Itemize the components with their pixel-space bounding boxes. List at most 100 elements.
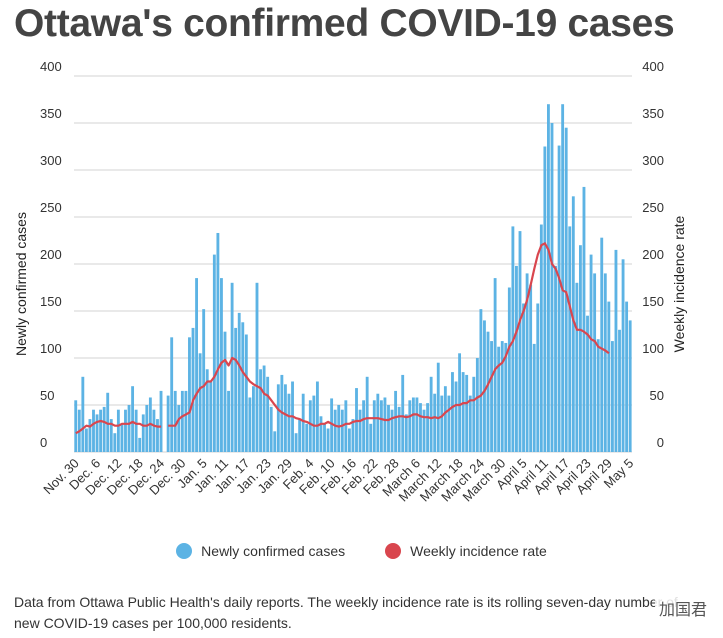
bar	[554, 265, 557, 452]
bar	[383, 397, 387, 452]
bar	[571, 196, 575, 452]
bar	[227, 390, 230, 452]
bar	[216, 232, 220, 452]
bar	[212, 254, 216, 452]
bar	[319, 416, 323, 452]
bar	[379, 400, 383, 452]
legend-item-cases[interactable]: Newly confirmed cases	[176, 543, 345, 559]
bar	[610, 341, 614, 452]
bar	[344, 400, 348, 452]
bar	[81, 376, 85, 452]
rate-line	[75, 242, 610, 435]
bar	[621, 259, 625, 452]
bar	[326, 428, 330, 452]
bar	[596, 339, 600, 452]
bar	[166, 395, 170, 452]
bar	[308, 400, 312, 452]
bar	[134, 409, 138, 452]
y2-tick-label: 350	[642, 106, 664, 121]
bar	[518, 231, 522, 452]
bar	[600, 237, 604, 452]
y2-tick-label: 50	[650, 388, 664, 403]
bar	[333, 409, 337, 452]
bar	[440, 395, 444, 452]
bar	[255, 282, 259, 452]
bar	[95, 414, 99, 452]
bar	[564, 127, 568, 452]
bar	[628, 320, 632, 452]
bar	[550, 123, 554, 452]
bar	[419, 403, 422, 452]
bar	[241, 322, 245, 452]
bar	[515, 265, 518, 452]
bar	[145, 405, 149, 452]
bar	[266, 376, 270, 452]
bar	[191, 327, 195, 452]
bar	[337, 405, 341, 452]
bar	[230, 282, 234, 452]
bar	[522, 303, 525, 452]
bar	[493, 278, 497, 452]
bar	[315, 381, 319, 452]
bar	[486, 331, 490, 452]
y2-tick-label: 250	[642, 200, 664, 215]
bar	[593, 273, 597, 452]
bar	[461, 372, 465, 452]
y-axis-label: Newly confirmed cases	[13, 212, 29, 356]
bar	[198, 353, 202, 452]
bar	[543, 146, 547, 452]
bar	[205, 369, 209, 452]
bar	[443, 386, 447, 452]
legend-label-rate: Weekly incidence rate	[410, 543, 547, 559]
bar	[330, 398, 334, 452]
bar	[177, 405, 181, 452]
bar	[180, 390, 184, 452]
chart: 0 0 50 50 100 100 150 150 200 200 250 250 300 300 350 3…	[13, 59, 687, 504]
bar	[248, 397, 252, 452]
bar	[223, 331, 227, 452]
bar	[408, 400, 412, 452]
bar	[433, 393, 437, 452]
bar	[561, 104, 565, 452]
y2-tick-label: 0	[657, 435, 664, 450]
bar	[607, 301, 611, 452]
rate-swatch-icon	[385, 543, 402, 559]
bar	[458, 353, 462, 452]
bar	[475, 358, 479, 452]
bar	[88, 419, 92, 452]
bar	[195, 278, 198, 452]
bar	[586, 315, 589, 452]
bar	[532, 343, 536, 452]
bar	[259, 369, 262, 452]
legend-item-rate[interactable]: Weekly incidence rate	[385, 543, 547, 559]
bar	[287, 393, 291, 452]
bar	[209, 381, 213, 452]
bar	[507, 287, 511, 452]
bar	[454, 381, 458, 452]
bar	[557, 145, 561, 452]
bar	[483, 320, 486, 452]
bar	[539, 224, 543, 452]
bar	[426, 403, 430, 452]
bar	[170, 337, 174, 452]
y-tick-label: 50	[40, 388, 54, 403]
y-tick-label: 200	[40, 247, 62, 262]
bar	[269, 406, 273, 452]
bar	[404, 414, 408, 452]
bar	[582, 186, 586, 453]
bar	[323, 423, 326, 452]
y2-tick-label: 200	[642, 247, 664, 262]
bar	[500, 341, 504, 452]
bar	[603, 273, 607, 452]
bar	[152, 409, 156, 452]
bar	[237, 312, 241, 452]
bar	[472, 376, 476, 452]
bar	[109, 419, 113, 452]
chart-title: Ottawa's confirmed COVID-19 cases	[14, 2, 675, 45]
y-tick-label: 300	[40, 153, 62, 168]
bar	[468, 395, 472, 452]
y2-tick-label: 100	[642, 341, 664, 356]
bar	[358, 409, 362, 452]
y2-tick-label: 300	[642, 153, 664, 168]
bar	[283, 384, 287, 452]
